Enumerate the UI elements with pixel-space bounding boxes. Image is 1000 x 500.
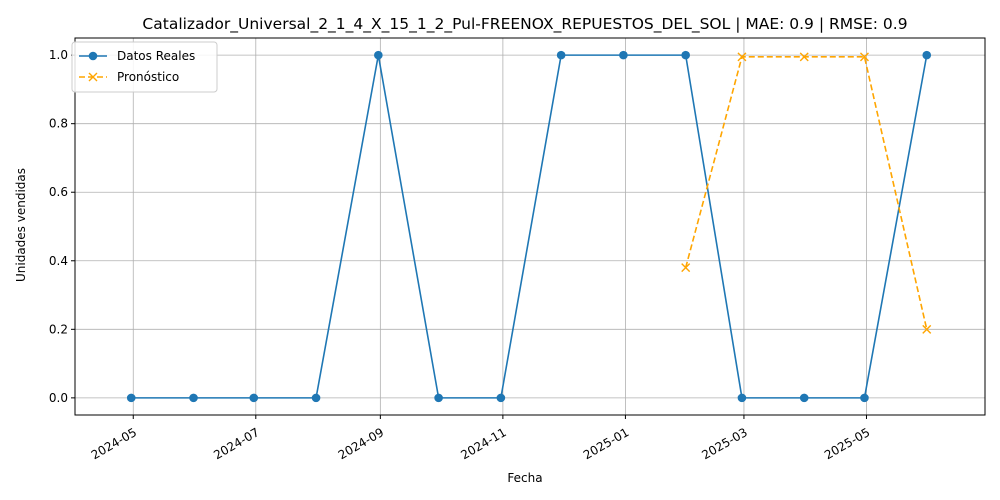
data-point xyxy=(799,393,809,403)
x-axis-label: Fecha xyxy=(507,471,542,485)
y-tick-label: 0.8 xyxy=(49,117,68,131)
legend-entry: Pronóstico xyxy=(79,70,179,84)
data-point xyxy=(681,263,691,273)
data-point xyxy=(922,324,932,334)
legend-entry: Datos Reales xyxy=(79,49,195,63)
x-tick-label: 2024-09 xyxy=(336,425,386,462)
data-point xyxy=(681,50,690,60)
y-tick-label: 0.0 xyxy=(49,391,68,405)
data-point xyxy=(496,393,506,403)
y-tick-label: 0.4 xyxy=(49,254,68,268)
y-tick-label: 0.6 xyxy=(49,185,68,199)
legend-box xyxy=(71,41,218,93)
data-point xyxy=(374,50,383,60)
legend-label: Datos Reales xyxy=(117,49,195,63)
series-forecast xyxy=(681,52,932,334)
legend: Datos Reales Pronóstico xyxy=(71,41,218,93)
data-point xyxy=(619,50,628,60)
data-point xyxy=(556,50,566,60)
series-line xyxy=(684,56,928,330)
y-axis-ticks: 0.0 0.2 0.4 0.6 0.8 1.0 xyxy=(49,48,75,405)
legend-label: Pronóstico xyxy=(117,70,179,84)
y-axis-label: Unidades vendidas xyxy=(14,168,28,282)
y-tick-label: 1.0 xyxy=(49,48,68,62)
data-point xyxy=(737,52,747,62)
x-tick-label: 2025-05 xyxy=(822,425,872,462)
data-point xyxy=(434,393,443,403)
data-point xyxy=(737,393,747,403)
legend-marker xyxy=(88,72,98,82)
data-point xyxy=(249,393,259,403)
data-point xyxy=(311,393,321,403)
data-point xyxy=(860,393,869,403)
x-axis-ticks: 2024-05 2024-07 2024-09 2024-11 2025-01 2025-… xyxy=(89,415,872,462)
series-line xyxy=(131,54,928,399)
x-tick-label: 2025-01 xyxy=(581,425,631,462)
data-point xyxy=(126,393,136,403)
data-point xyxy=(799,52,809,62)
x-tick-label: 2024-05 xyxy=(89,425,139,462)
chart-title: Catalizador_Universal_2_1_4_X_15_1_2_Pul… xyxy=(142,15,907,34)
series-actual xyxy=(126,50,932,403)
x-tick-label: 2024-07 xyxy=(211,425,261,462)
legend-marker xyxy=(88,51,98,61)
data-point xyxy=(922,50,932,60)
series-layer xyxy=(126,50,932,403)
y-tick-label: 0.2 xyxy=(49,322,68,336)
x-tick-label: 2025-03 xyxy=(699,425,749,462)
x-tick-label: 2024-11 xyxy=(458,425,508,462)
data-point xyxy=(189,393,198,403)
plot-frame xyxy=(74,37,986,416)
grid xyxy=(75,38,985,415)
data-point xyxy=(859,52,869,62)
